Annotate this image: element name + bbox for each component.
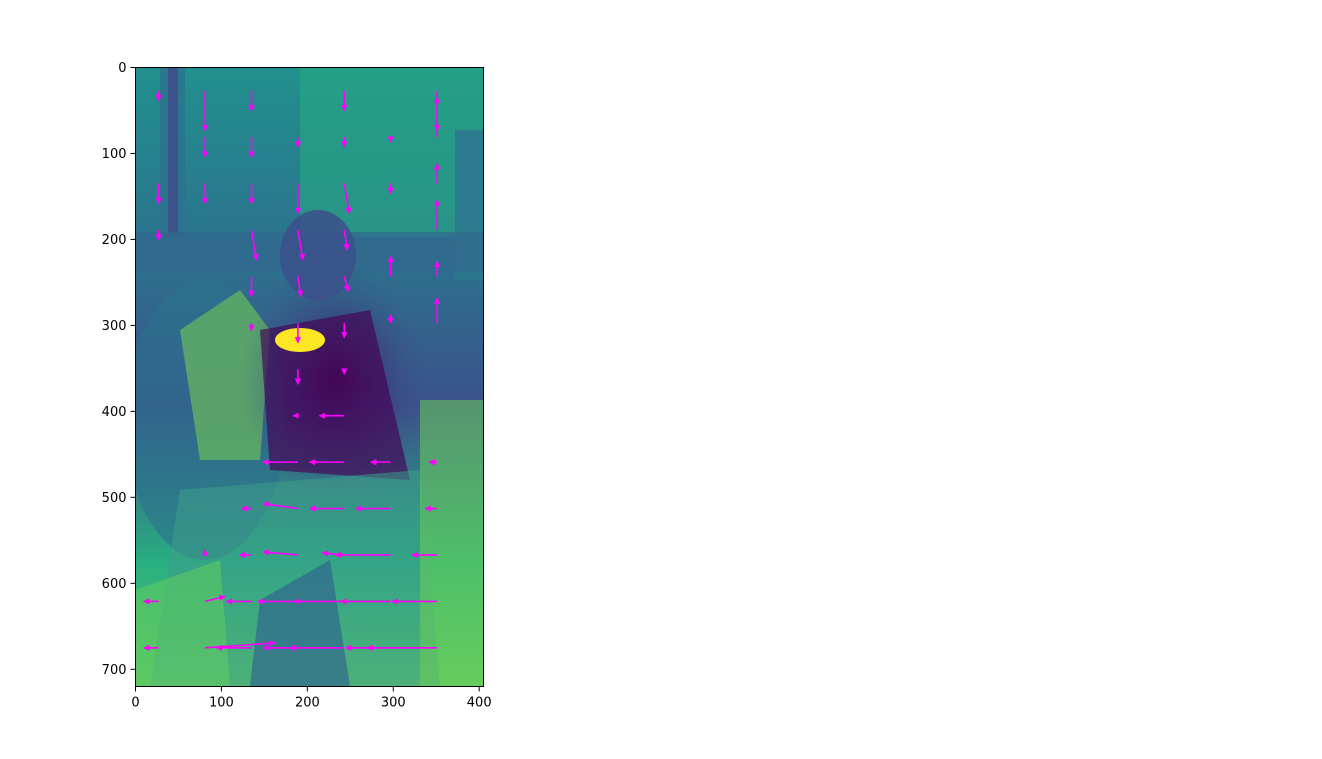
background-image — [125, 67, 484, 687]
y-tick-label: 600 — [102, 577, 127, 592]
y-axis-ticks: 0 100 200 300 400 500 600 700 — [102, 61, 136, 678]
y-tick-label: 100 — [102, 147, 127, 162]
x-tick-label: 100 — [209, 696, 234, 711]
y-tick-label: 400 — [102, 405, 127, 420]
y-tick-label: 700 — [102, 663, 127, 678]
x-tick-label: 0 — [131, 696, 139, 711]
y-tick-label: 200 — [102, 233, 127, 248]
y-tick-label: 0 — [118, 61, 126, 76]
x-axis-ticks: 0 100 200 300 400 — [131, 687, 491, 711]
y-tick-label: 300 — [102, 319, 127, 334]
x-tick-label: 400 — [467, 696, 492, 711]
y-tick-label: 500 — [102, 491, 127, 506]
x-tick-label: 200 — [295, 696, 320, 711]
x-tick-label: 300 — [381, 696, 406, 711]
